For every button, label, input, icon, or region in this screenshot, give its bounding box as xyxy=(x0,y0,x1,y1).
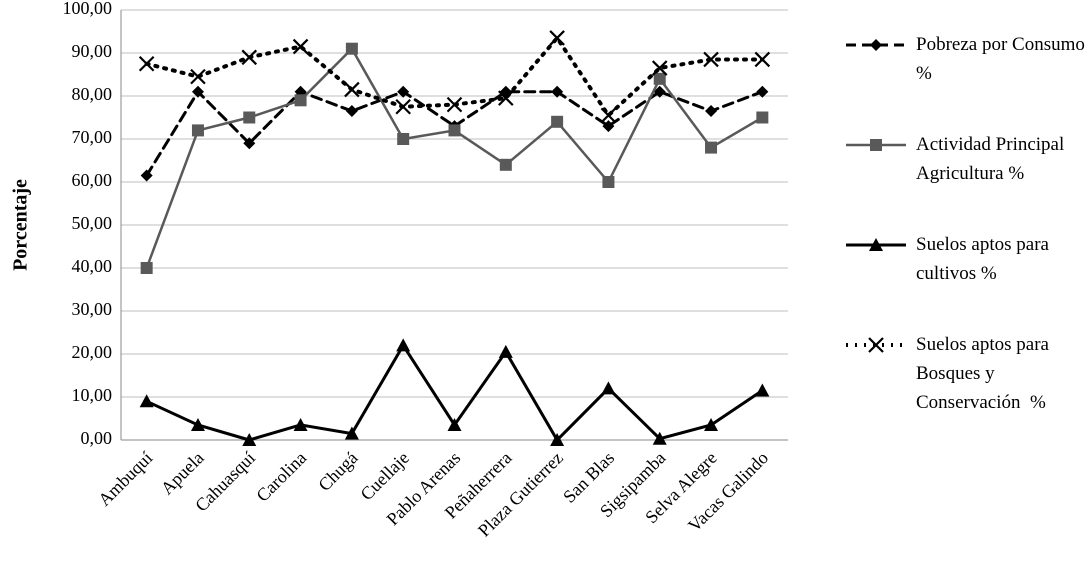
marker xyxy=(869,238,883,251)
marker xyxy=(140,169,153,182)
marker xyxy=(397,85,410,98)
legend-label: Pobreza por Consumo % xyxy=(916,34,1090,84)
x-tick-label: Apuela xyxy=(157,448,208,499)
marker xyxy=(241,49,258,66)
y-tick-label: 70,00 xyxy=(72,127,113,147)
marker xyxy=(600,107,617,124)
marker xyxy=(705,105,718,118)
marker xyxy=(294,94,307,107)
legend-label: Suelos aptos para cultivos % xyxy=(916,234,1054,284)
y-axis-label: Porcentaje xyxy=(10,179,32,271)
marker xyxy=(550,433,565,446)
marker xyxy=(138,55,155,72)
marker xyxy=(870,139,882,151)
marker xyxy=(243,111,256,124)
marker xyxy=(870,39,882,51)
marker xyxy=(140,262,153,274)
marker xyxy=(601,381,616,395)
y-tick-label: 40,00 xyxy=(72,256,113,276)
x-tick-label: Ambuquí xyxy=(94,448,156,510)
marker xyxy=(704,417,719,431)
y-tick-label: 90,00 xyxy=(72,41,113,61)
marker xyxy=(549,30,565,46)
marker xyxy=(243,137,256,150)
marker xyxy=(651,60,668,76)
marker xyxy=(139,394,154,408)
y-tick-label: 20,00 xyxy=(72,342,113,362)
marker xyxy=(602,120,615,133)
marker xyxy=(498,344,513,358)
marker xyxy=(190,417,205,431)
marker xyxy=(447,417,462,431)
marker xyxy=(756,111,769,124)
marker xyxy=(755,383,770,397)
marker xyxy=(293,417,308,431)
marker xyxy=(703,51,719,68)
y-tick-label: 50,00 xyxy=(72,213,113,233)
marker xyxy=(551,85,564,98)
marker xyxy=(868,337,884,353)
y-tick-label: 100,00 xyxy=(63,0,113,18)
marker xyxy=(396,338,411,352)
marker xyxy=(602,176,615,188)
marker xyxy=(344,426,359,440)
marker xyxy=(242,433,257,446)
marker xyxy=(653,72,666,85)
marker xyxy=(345,105,358,118)
marker xyxy=(345,42,358,55)
marker xyxy=(754,51,771,68)
marker xyxy=(191,124,204,137)
marker xyxy=(448,124,461,137)
y-tick-label: 60,00 xyxy=(72,170,113,190)
y-tick-label: 0,00 xyxy=(81,428,113,448)
y-tick-label: 30,00 xyxy=(72,299,113,319)
marker xyxy=(653,85,666,98)
legend-label: Suelos aptos para Bosques y Conservación… xyxy=(916,334,1054,413)
marker xyxy=(190,68,206,85)
marker xyxy=(756,85,769,98)
marker xyxy=(397,133,410,145)
marker xyxy=(344,81,360,98)
marker xyxy=(191,85,204,98)
marker xyxy=(292,38,309,55)
marker xyxy=(499,158,512,171)
marker xyxy=(498,90,514,106)
marker xyxy=(705,141,718,154)
x-tick-label: Chugá xyxy=(314,448,361,495)
y-tick-label: 80,00 xyxy=(72,84,113,104)
marker xyxy=(652,431,667,445)
marker xyxy=(446,96,463,113)
y-tick-label: 10,00 xyxy=(72,385,113,405)
x-tick-label: Carolina xyxy=(252,448,310,506)
marker xyxy=(395,98,411,115)
series-line xyxy=(145,46,764,270)
marker xyxy=(551,115,564,128)
legend-label: Actividad Principal Agricultura % xyxy=(916,134,1068,184)
